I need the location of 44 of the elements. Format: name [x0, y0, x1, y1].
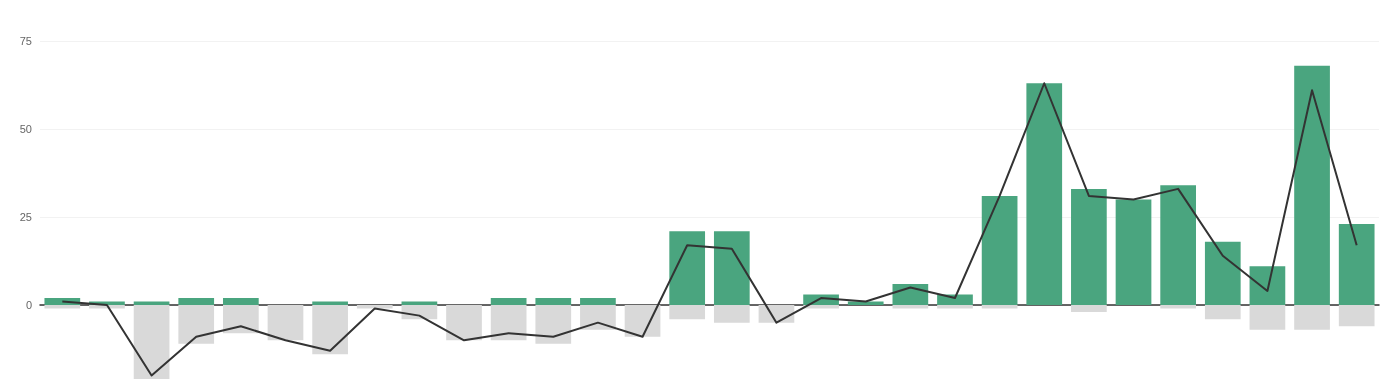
bar — [312, 305, 348, 355]
bar — [937, 305, 973, 309]
bar — [1160, 305, 1196, 309]
bar — [535, 298, 572, 306]
bar — [1071, 188, 1107, 306]
y-tick-label: 50 — [19, 123, 32, 136]
bar — [981, 195, 1018, 306]
bar — [803, 305, 839, 309]
bar — [580, 305, 616, 330]
bar — [223, 298, 259, 306]
bar — [1204, 241, 1241, 306]
bar — [356, 305, 393, 309]
bar — [1026, 83, 1063, 306]
bar — [892, 283, 929, 306]
bar — [1115, 199, 1152, 306]
bar — [178, 298, 215, 306]
bar — [1338, 224, 1375, 306]
bar — [1294, 305, 1330, 330]
bar — [580, 298, 616, 306]
bar — [1294, 65, 1330, 306]
bar — [1204, 305, 1241, 320]
bar — [1071, 305, 1107, 313]
bar — [133, 305, 170, 379]
bar — [535, 305, 572, 344]
bar — [223, 305, 259, 334]
bar — [713, 231, 750, 306]
bar — [267, 305, 304, 341]
bar — [892, 305, 929, 309]
bar — [1249, 305, 1286, 330]
y-tick-label: 75 — [19, 35, 32, 47]
bar — [1160, 185, 1196, 306]
bar — [669, 305, 706, 320]
y-tick-label: 0 — [25, 299, 32, 312]
bar — [490, 305, 527, 341]
bar — [446, 305, 482, 341]
bar — [713, 305, 750, 323]
y-tick-label: 25 — [19, 211, 32, 224]
bar — [1249, 266, 1286, 306]
bar — [981, 305, 1018, 309]
bar — [178, 305, 215, 344]
bar — [490, 298, 527, 306]
bar — [669, 231, 706, 306]
bar — [44, 305, 81, 309]
bar — [1338, 305, 1375, 327]
